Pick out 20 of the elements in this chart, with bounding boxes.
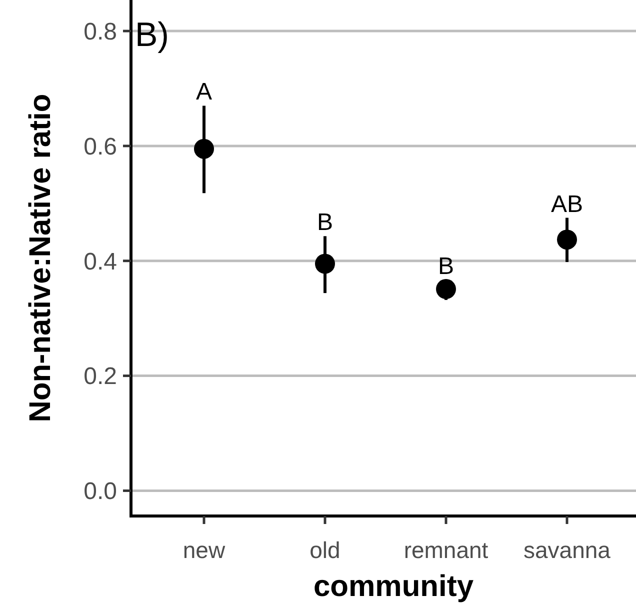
y-tick-label: 0.0 <box>84 478 117 506</box>
x-axis-title: community <box>313 570 474 603</box>
x-tick-label: new <box>182 537 226 563</box>
y-tick-label: 0.8 <box>84 18 117 46</box>
point <box>436 279 456 300</box>
x-tick-label: savanna <box>524 537 611 563</box>
text: B) <box>135 16 169 54</box>
y-tick-label: 0.2 <box>84 363 117 390</box>
annotation: A <box>196 78 212 106</box>
x-tick-label: old <box>310 537 340 563</box>
y-axis-title: Non-native:Native ratio <box>24 94 57 422</box>
annotation: B <box>316 209 334 236</box>
y-tick-label: 0.4 <box>84 248 117 276</box>
point <box>315 254 335 274</box>
point <box>194 138 214 159</box>
annotation: AB <box>550 190 584 218</box>
point <box>557 230 577 250</box>
x-tick-label: remnant <box>404 537 489 563</box>
y-tick-label: 0.6 <box>84 133 117 160</box>
annotation: B <box>438 252 454 280</box>
